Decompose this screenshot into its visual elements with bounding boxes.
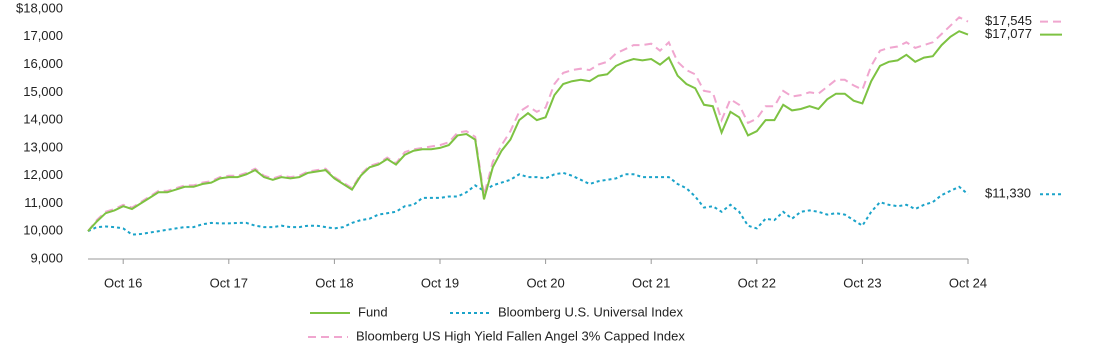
y-tick-label: $18,000 — [16, 0, 63, 15]
legend-label: Fund — [358, 304, 388, 319]
x-tick-label: Oct 20 — [526, 275, 564, 290]
end-label: $11,330 — [985, 186, 1031, 201]
y-tick-label: 17,000 — [23, 28, 63, 43]
y-tick-label: 13,000 — [23, 139, 63, 154]
x-tick-label: Oct 21 — [632, 275, 670, 290]
y-tick-label: 9,000 — [30, 250, 63, 265]
x-tick-label: Oct 17 — [210, 275, 248, 290]
x-tick-label: Oct 16 — [104, 275, 142, 290]
legend-label: Bloomberg U.S. Universal Index — [498, 304, 683, 319]
x-tick-label: Oct 22 — [738, 275, 776, 290]
y-tick-label: 11,000 — [24, 195, 63, 210]
end-label: $17,545 — [985, 13, 1032, 28]
end-label: $17,077 — [985, 26, 1032, 41]
y-tick-label: 16,000 — [23, 56, 63, 71]
x-tick-label: Oct 19 — [421, 275, 459, 290]
y-tick-label: 15,000 — [23, 84, 63, 99]
x-tick-label: Oct 24 — [949, 275, 987, 290]
legend-label: Bloomberg US High Yield Fallen Angel 3% … — [356, 328, 685, 343]
y-tick-label: 14,000 — [23, 112, 63, 127]
series-line — [87, 30, 969, 232]
series-line — [87, 171, 969, 236]
x-tick-label: Oct 23 — [843, 275, 881, 290]
y-tick-label: 12,000 — [23, 167, 63, 182]
y-tick-label: 10,000 — [23, 223, 63, 238]
x-tick-label: Oct 18 — [315, 275, 353, 290]
series-line — [87, 16, 969, 232]
